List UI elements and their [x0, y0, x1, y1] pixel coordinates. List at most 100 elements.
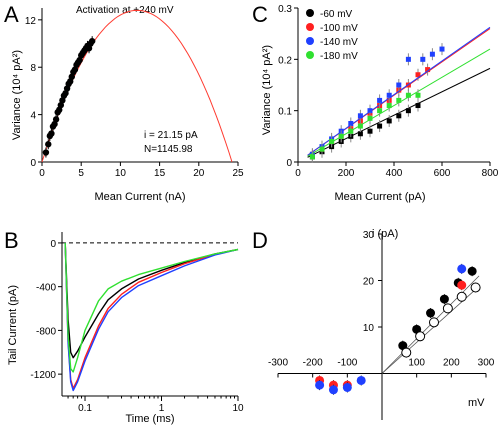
panel-c-y-tick-label: 0.2: [278, 55, 292, 66]
panel-a-x-tick-label: 10: [115, 168, 127, 179]
panel-c-x-tick-label: 800: [482, 168, 499, 179]
panel-c-y-tick-label: 0.3: [278, 4, 292, 15]
panel-c-data-point: [377, 123, 383, 129]
panel-d-data-point-open: [429, 317, 439, 328]
panel-c-fit-line: [307, 26, 491, 156]
panel-d-data-point: [342, 382, 352, 392]
panel-c-data-point: [367, 115, 373, 121]
panel-d-y-tick-label: 30: [363, 230, 375, 241]
panel-c-data-point: [386, 103, 392, 109]
panel-d-data-point-open: [470, 282, 481, 293]
panel-c-data-point: [405, 108, 411, 114]
panel-a-annotation-n: N=1145.98: [144, 144, 193, 155]
panel-c-data-point: [348, 121, 354, 126]
panel-c-data-point: [319, 146, 325, 152]
panel-d-data-point-open: [456, 291, 467, 302]
panel-a-data-point: [45, 141, 52, 148]
panel-c-data-point: [439, 46, 445, 52]
panel-a-data-point: [52, 116, 60, 123]
panel-c-plot: 0 200 400 600 800 0 0.1 0.2 0.3 -60 mV -100 mV -140…: [278, 4, 499, 179]
panel-a-y-tick-label: 4: [30, 111, 36, 122]
panel-c-data-point: [348, 128, 354, 134]
panel-a-ylabel: Variance (10⁴ pA²): [11, 50, 23, 140]
panel-letter-d: D: [252, 228, 268, 253]
panel-c-ylabel: Variance (10⁴ pA²): [261, 45, 273, 135]
panel-d-x-tick-label: -200: [303, 358, 323, 369]
panel-d-y-tick-label: 10: [363, 323, 375, 334]
panel-c-data-point: [386, 92, 392, 98]
panel-d-data-point: [457, 264, 467, 274]
panel-d-x-tick-label: -100: [337, 358, 357, 369]
panel-d-data-point: [356, 375, 366, 385]
panel-letter-b: B: [4, 228, 19, 253]
panel-c-legend-label: -60 mV: [320, 9, 353, 20]
panel-a-x-tick-label: 25: [232, 168, 244, 179]
panel-b-ylabel: Tail Current (pA): [7, 285, 19, 365]
panel-a-x-tick-label: 15: [154, 168, 166, 179]
panel-c-data-point: [396, 97, 402, 103]
panel-c-y-tick-label: 0.1: [278, 107, 292, 118]
panel-b-trace: [64, 242, 239, 373]
panel-c-legend-marker: [306, 9, 314, 17]
panel-a-y-tick-label: 8: [30, 63, 36, 74]
panel-b-x-tick-label: 0.1: [78, 403, 92, 414]
panel-c-data-point: [329, 138, 335, 144]
panel-a-x-tick-label: 0: [39, 168, 45, 179]
panel-c-legend-label: -100 mV: [320, 23, 358, 34]
panel-d-x-tick-label: 100: [408, 358, 425, 369]
panel-c-x-tick-label: 0: [295, 168, 301, 179]
panel-a-y-tick-label: 0: [30, 158, 36, 169]
panel-d-plot: -300 -200 -100 100 200 300 10 20 30: [268, 230, 495, 420]
panel-c-x-tick-label: 200: [338, 168, 355, 179]
panel-b-y-tick-label: -400: [36, 283, 56, 294]
panel-c-data-point: [425, 67, 431, 73]
panel-d-ylabel: i (pA): [372, 228, 398, 240]
panel-a-x-tick-label: 20: [193, 168, 205, 179]
panel-a-y-tick-label: 12: [25, 16, 37, 27]
panel-c-data-point: [309, 154, 315, 160]
panel-d-data-point-open: [401, 347, 412, 358]
panel-c-data-point: [415, 72, 421, 78]
panel-c-data-point: [357, 123, 363, 129]
panel-c-x-tick-label: 600: [434, 168, 451, 179]
panel-d-data-point: [467, 266, 477, 276]
panel-d-data-point: [457, 280, 467, 290]
panel-a-annotation-i: i = 21.15 pA: [144, 130, 198, 141]
panel-d-xlabel: mV: [468, 397, 485, 409]
panel-c-data-point: [338, 133, 344, 139]
panel-d-data-point: [328, 385, 338, 395]
panel-c-data-point: [420, 56, 426, 62]
panel-b-trace: [64, 242, 239, 359]
panel-d-x-tick-label: -300: [268, 358, 288, 369]
panel-c-data-point: [367, 128, 373, 134]
panel-b-x-tick-label: 10: [232, 403, 244, 414]
panel-b-y-tick-label: -800: [36, 326, 56, 337]
panel-b-trace: [64, 242, 239, 392]
panel-a-title: Activation at +240 mV: [76, 5, 174, 16]
panel-letter-a: A: [4, 2, 19, 27]
panel-c-data-point: [415, 92, 421, 98]
panel-c-data-point: [415, 103, 421, 109]
panel-letter-c: C: [252, 2, 268, 27]
panel-c-y-tick-label: 0: [286, 158, 292, 169]
panel-a-data-point: [48, 130, 55, 137]
panel-d-data-point: [426, 308, 436, 318]
panel-a-data-point: [88, 37, 96, 45]
panel-c-data-point: [429, 51, 435, 57]
panel-d-data-point: [315, 380, 325, 390]
panel-c-data-point: [377, 97, 383, 103]
panel-c-data-point: [367, 108, 373, 114]
panel-c-data-point: [386, 118, 392, 124]
panel-d-data-point-open: [442, 303, 453, 314]
panel-b-plot: 0.1 1 10 0 -400 -800 -1200: [30, 232, 244, 414]
panel-c-data-point: [405, 56, 411, 62]
panel-b-x-tick-label: 1: [159, 403, 165, 414]
panel-c-xlabel: Mean Current (pA): [334, 191, 425, 203]
panel-c-legend-marker: [306, 37, 314, 45]
panel-d-x-tick-label: 200: [443, 358, 460, 369]
panel-d-y-tick-label: 20: [363, 277, 375, 288]
panel-c-legend-marker: [306, 23, 314, 31]
panel-c-legend-label: -140 mV: [320, 37, 358, 48]
panel-a-xlabel: Mean Current (nA): [94, 191, 185, 203]
